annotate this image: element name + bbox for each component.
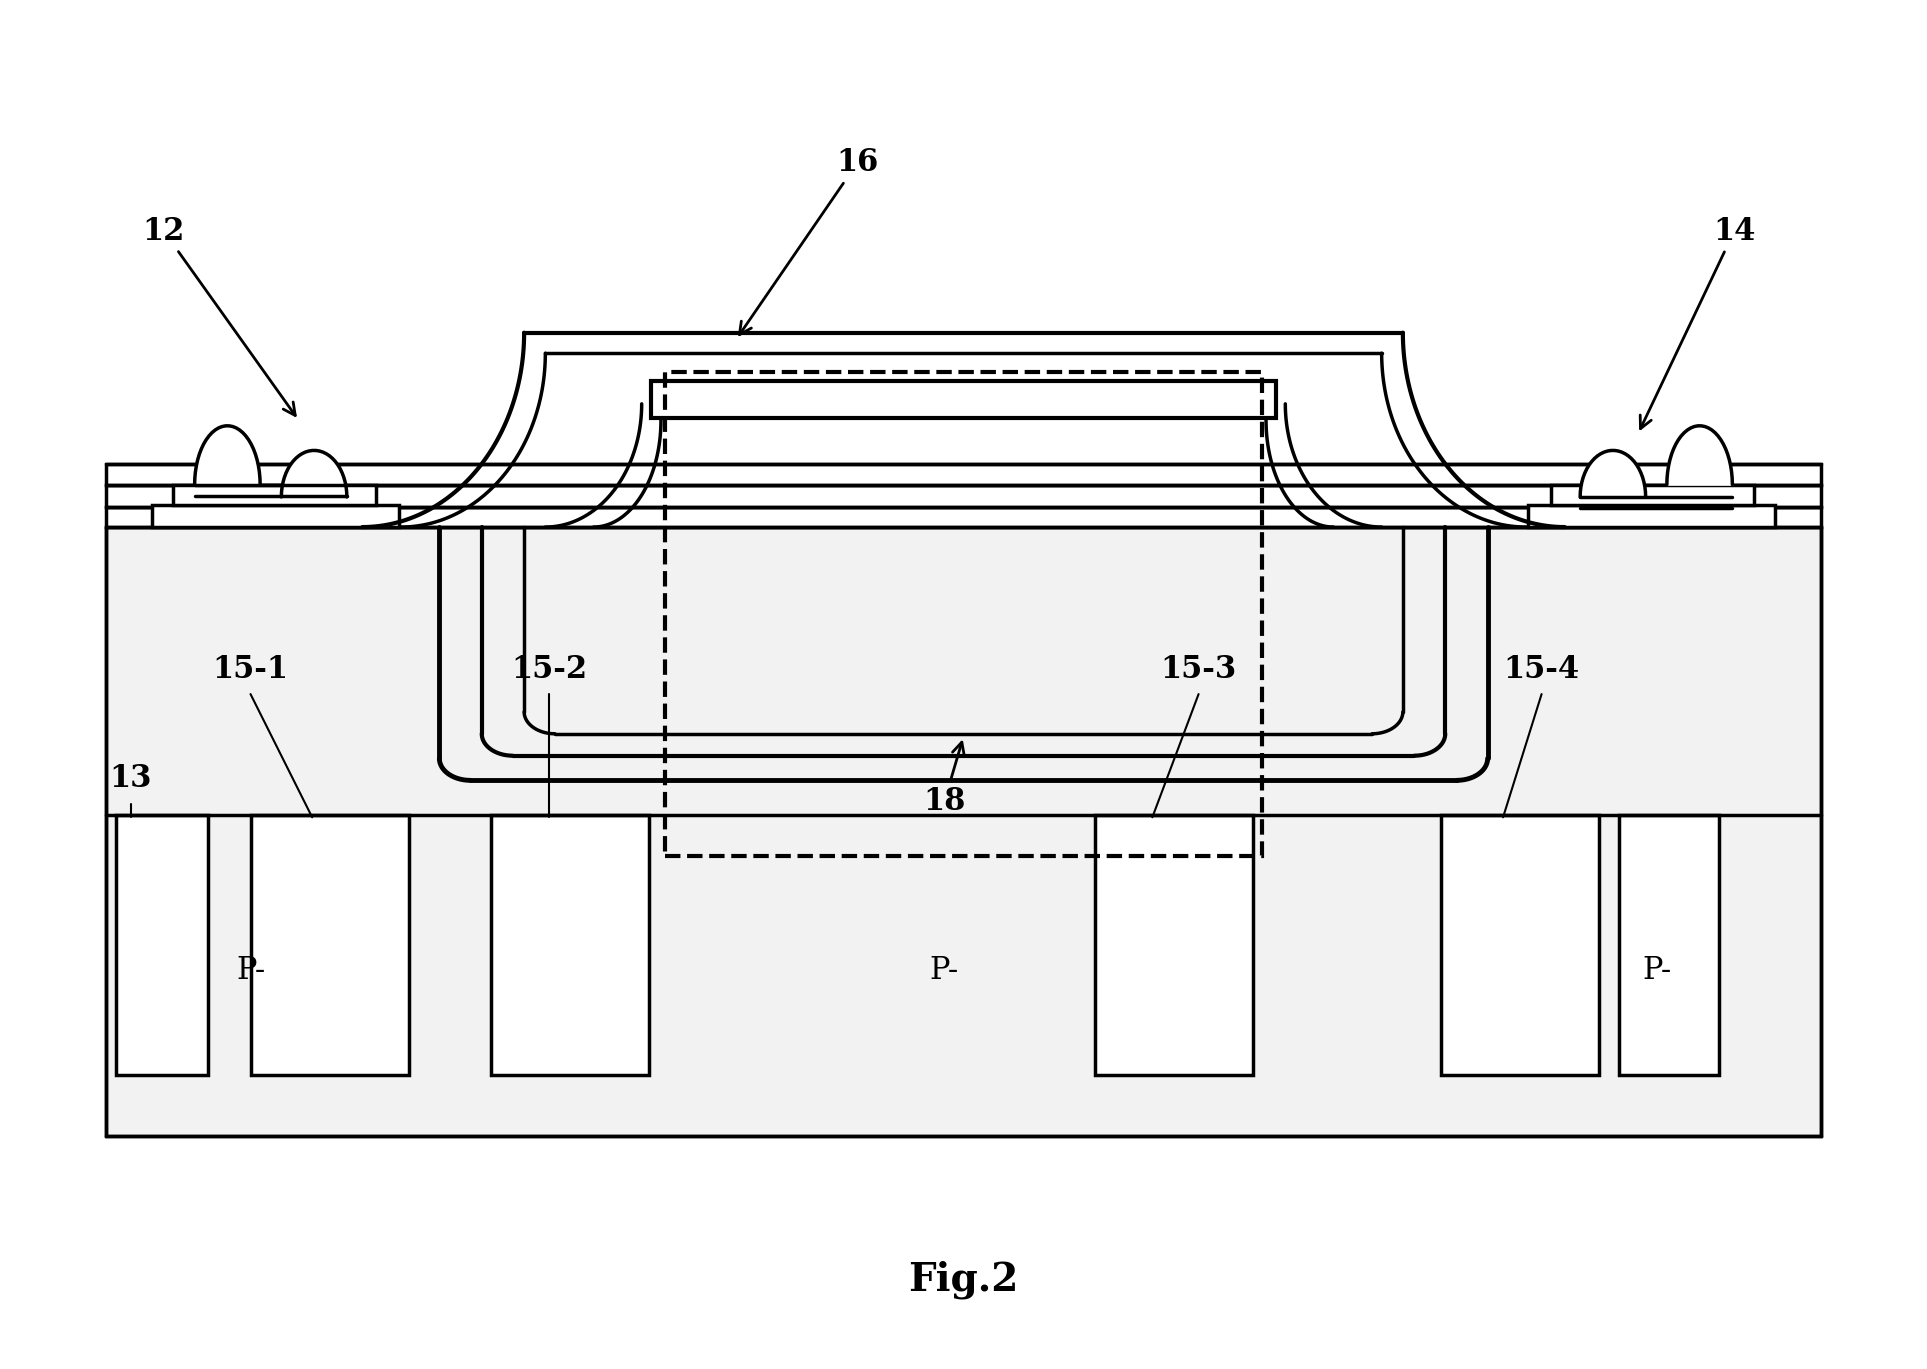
Text: 18: 18: [923, 742, 965, 817]
Text: 13: 13: [110, 763, 152, 794]
Text: 15-4: 15-4: [1503, 653, 1580, 684]
Text: Fig.2: Fig.2: [908, 1261, 1019, 1299]
Bar: [491, 815, 649, 1075]
Text: 15-3: 15-3: [1160, 653, 1237, 684]
Text: P-: P-: [1642, 954, 1673, 986]
Bar: [106, 485, 1821, 507]
Bar: [106, 507, 1821, 527]
Bar: [1619, 815, 1719, 1075]
Bar: [116, 815, 208, 1075]
Bar: [1528, 505, 1775, 527]
Bar: [152, 505, 399, 527]
Text: 15-1: 15-1: [212, 653, 289, 684]
Text: P-: P-: [929, 954, 960, 986]
Text: P-: P-: [235, 954, 266, 986]
Bar: [251, 815, 409, 1075]
Bar: [106, 464, 1821, 485]
Text: 15-2: 15-2: [511, 653, 588, 684]
Text: 12: 12: [143, 215, 295, 416]
Text: 14: 14: [1640, 215, 1755, 428]
Bar: [1095, 815, 1253, 1075]
Bar: [106, 527, 1821, 1136]
Bar: [1551, 485, 1754, 505]
Bar: [1441, 815, 1599, 1075]
Bar: [173, 485, 376, 505]
Text: 16: 16: [740, 146, 879, 334]
Bar: [665, 372, 1262, 856]
Bar: [651, 381, 1276, 418]
